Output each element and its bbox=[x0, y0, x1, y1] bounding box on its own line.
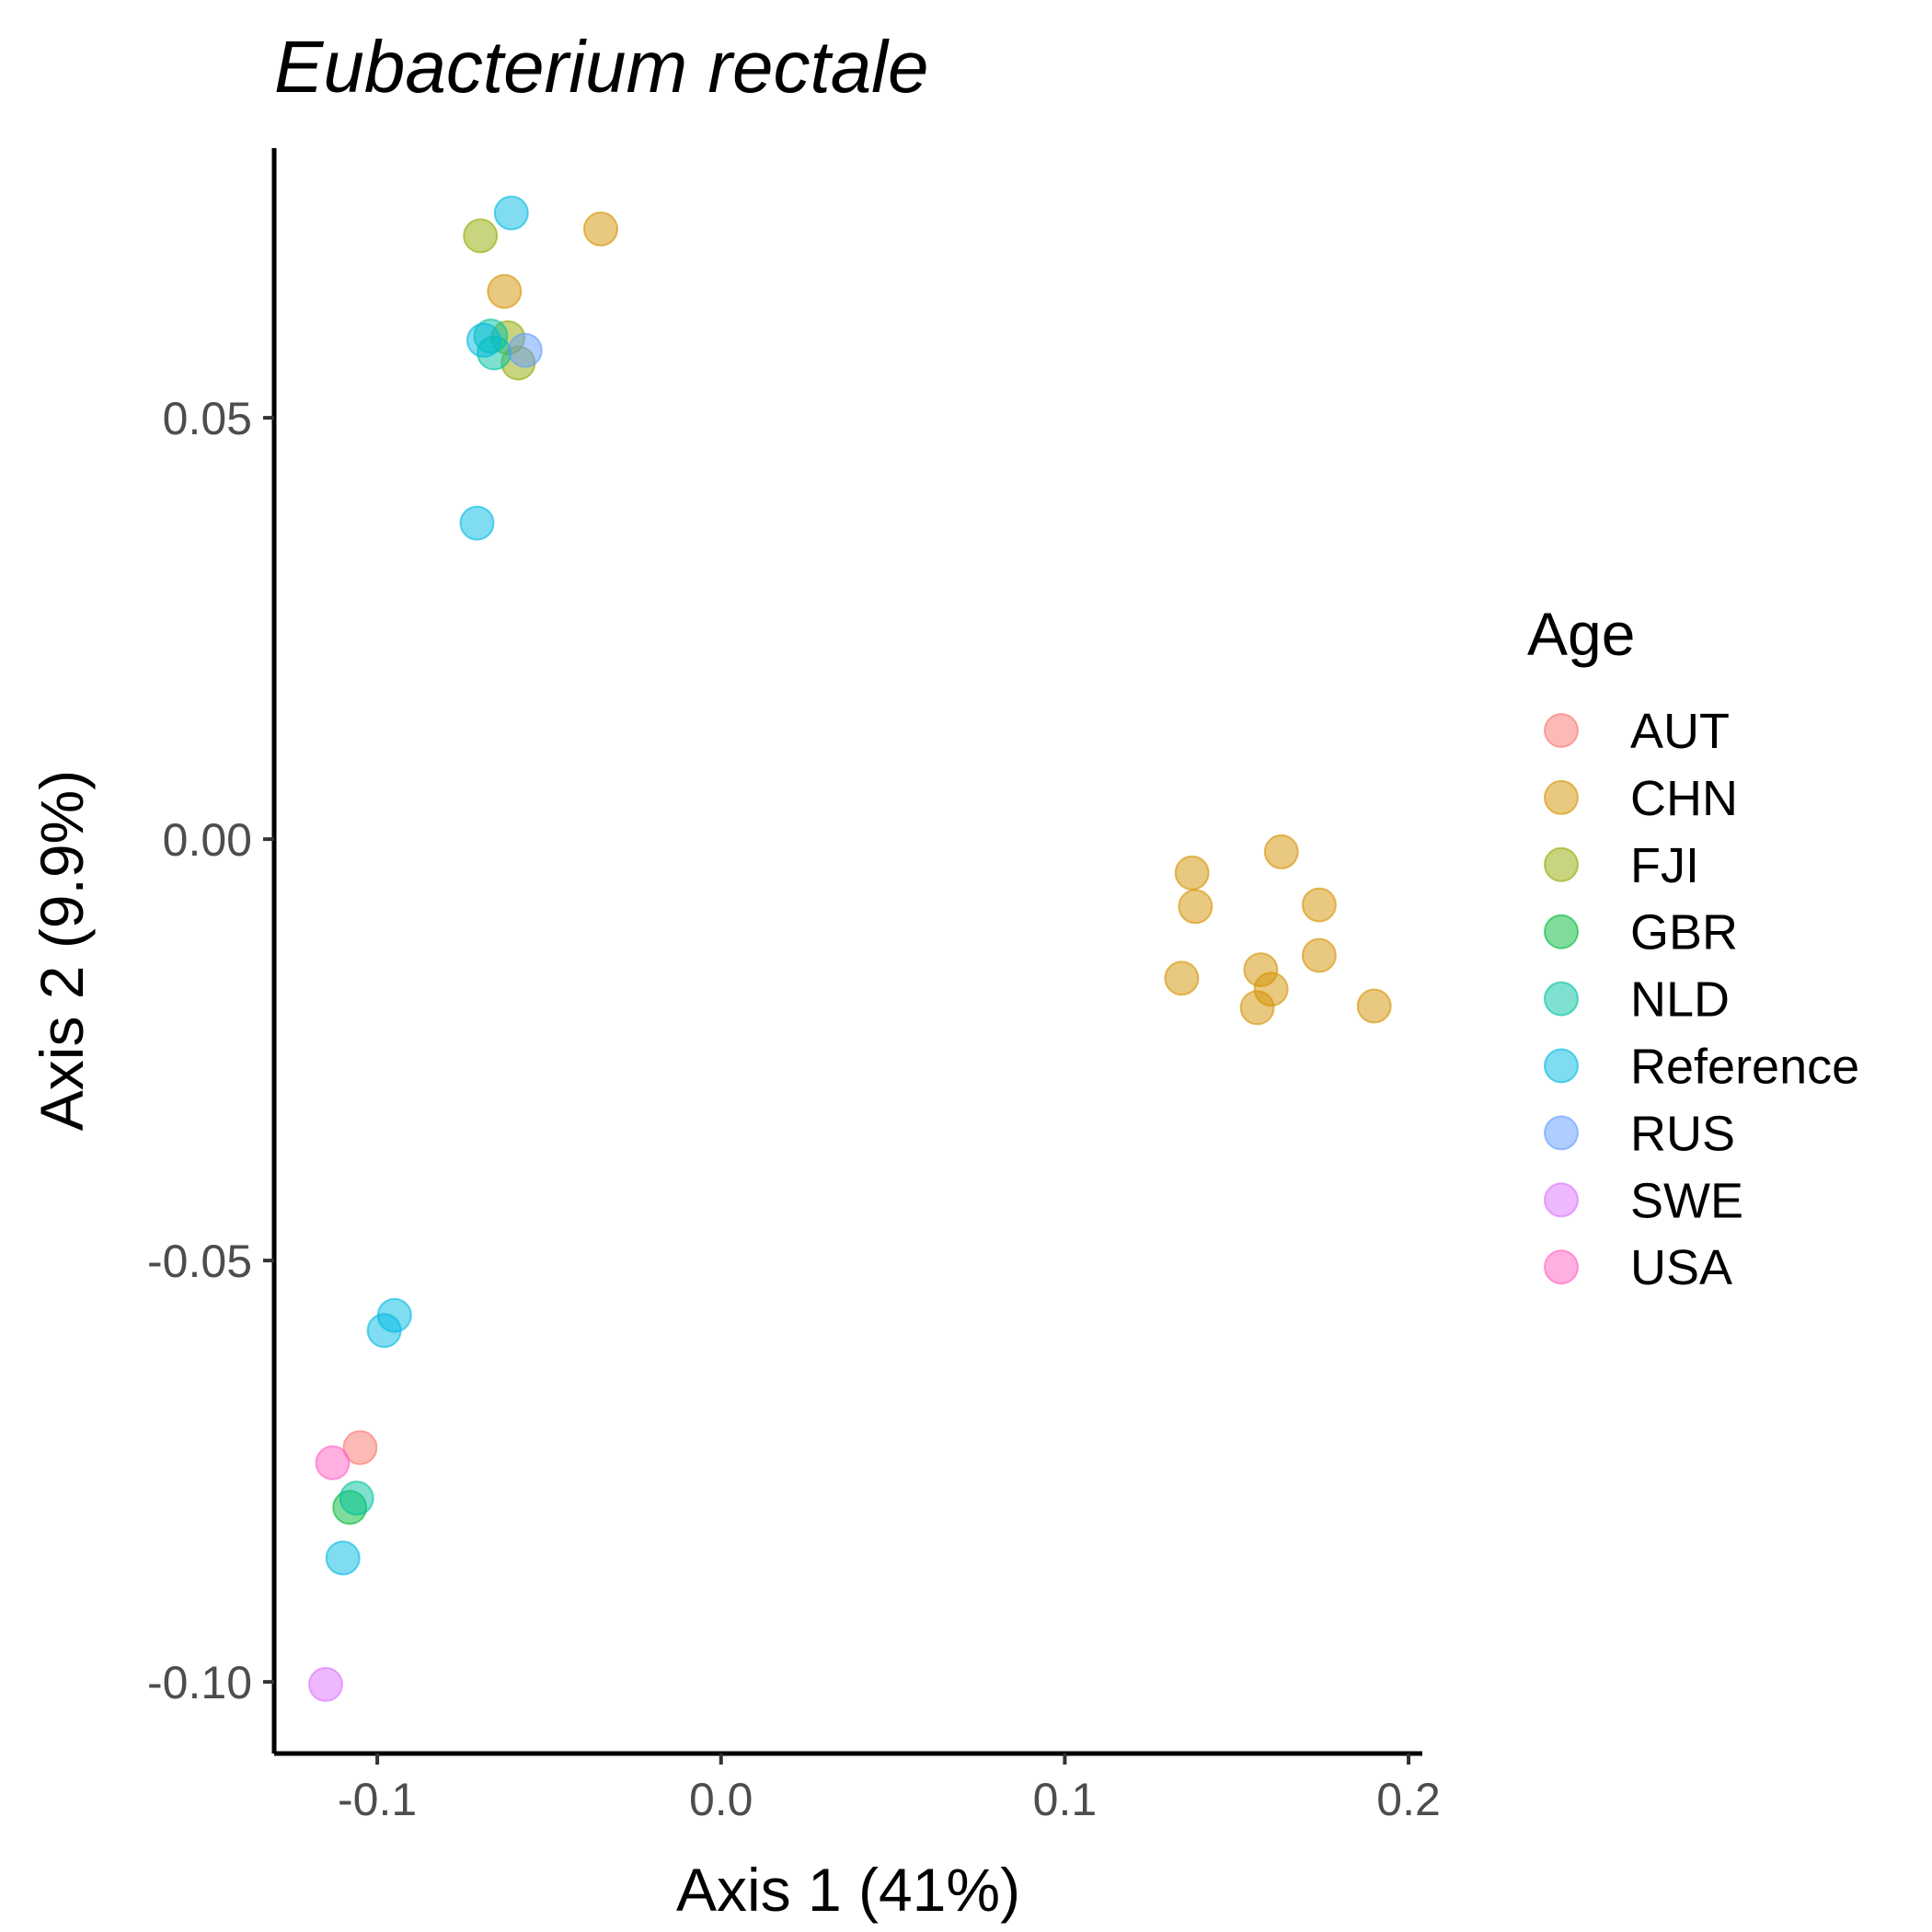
legend-label-nld: NLD bbox=[1630, 972, 1730, 1028]
legend-label-reference: Reference bbox=[1630, 1040, 1859, 1095]
data-point-usa bbox=[315, 1445, 351, 1480]
y-tick-label: 0.00 bbox=[163, 814, 252, 866]
data-point-reference bbox=[493, 195, 529, 231]
x-axis-ticks: -0.1 0.0 0.1 0.2 bbox=[338, 1754, 1441, 1825]
chart-title: Eubacterium rectale bbox=[274, 26, 928, 108]
data-point-reference bbox=[459, 505, 495, 541]
legend-label-usa: USA bbox=[1630, 1240, 1732, 1295]
legend-label-chn: CHN bbox=[1630, 771, 1738, 826]
legend-label-swe: SWE bbox=[1630, 1173, 1743, 1228]
y-tick-label: -0.10 bbox=[147, 1657, 252, 1708]
data-point-chn bbox=[1174, 855, 1210, 891]
legend-label-gbr: GBR bbox=[1630, 905, 1738, 960]
data-point-reference bbox=[325, 1540, 361, 1576]
legend-key-aut bbox=[1544, 713, 1579, 748]
legend-key-rus bbox=[1544, 1115, 1579, 1151]
data-point-chn bbox=[1239, 990, 1275, 1026]
legend-label-aut: AUT bbox=[1630, 704, 1730, 759]
legend-title: Age bbox=[1527, 600, 1635, 668]
legend-key-reference bbox=[1544, 1048, 1579, 1084]
x-tick-label: 0.1 bbox=[1033, 1774, 1098, 1825]
legend-label-fji: FJI bbox=[1630, 838, 1699, 893]
data-point-rus bbox=[507, 332, 543, 368]
legend-label-rus: RUS bbox=[1630, 1106, 1735, 1161]
legend: Age AUT CHN FJI GBR NLD Reference RUS SWE USA bbox=[1527, 600, 1859, 1295]
x-axis-title: Axis 1 (41%) bbox=[676, 1856, 1020, 1924]
data-point-chn bbox=[1356, 988, 1392, 1024]
legend-key-chn bbox=[1544, 779, 1579, 815]
y-tick-label: -0.05 bbox=[147, 1236, 252, 1287]
x-tick-label: 0.0 bbox=[689, 1774, 753, 1825]
data-point-chn bbox=[487, 273, 523, 309]
data-point-reference bbox=[366, 1313, 402, 1349]
legend-key-swe bbox=[1544, 1182, 1579, 1218]
y-tick-label: 0.05 bbox=[163, 393, 252, 444]
data-point-swe bbox=[308, 1666, 343, 1702]
legend-key-nld bbox=[1544, 981, 1579, 1017]
y-axis-ticks: -0.10 -0.05 0.00 0.05 bbox=[147, 393, 274, 1708]
x-tick-label: 0.2 bbox=[1376, 1774, 1441, 1825]
data-point-chn bbox=[1164, 960, 1200, 996]
data-point-chn bbox=[1263, 834, 1299, 869]
points-layer bbox=[308, 195, 1392, 1702]
legend-key-gbr bbox=[1544, 914, 1579, 949]
data-point-chn bbox=[583, 211, 618, 247]
x-tick-label: -0.1 bbox=[338, 1774, 417, 1825]
data-point-chn bbox=[1301, 937, 1337, 973]
data-point-reference bbox=[466, 322, 501, 358]
data-point-chn bbox=[1301, 887, 1337, 923]
data-point-chn bbox=[1178, 889, 1213, 925]
legend-key-usa bbox=[1544, 1249, 1579, 1285]
data-point-aut bbox=[342, 1430, 378, 1466]
data-point-fji bbox=[463, 218, 499, 254]
data-point-nld bbox=[339, 1480, 374, 1516]
legend-key-fji bbox=[1544, 846, 1579, 882]
y-axis-title: Axis 2 (9.9%) bbox=[28, 770, 96, 1131]
